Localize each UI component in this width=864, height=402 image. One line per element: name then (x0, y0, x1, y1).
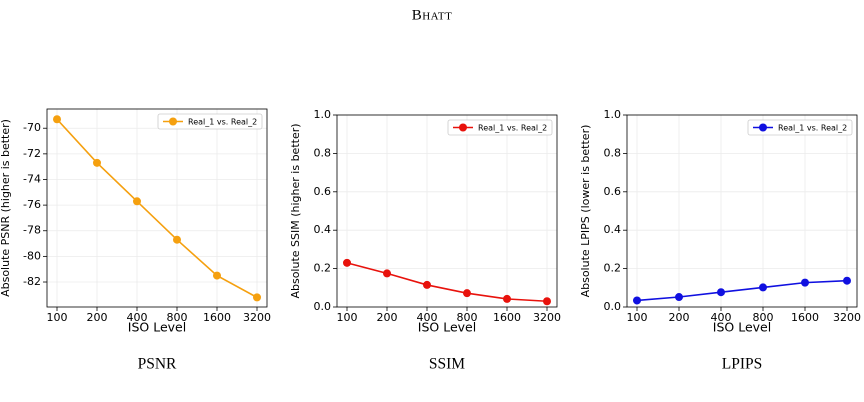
subfigure-caption: PSNR (138, 356, 177, 373)
data-point (717, 288, 725, 297)
x-tick-label: 1600 (203, 311, 231, 324)
x-tick-label: 100 (627, 311, 648, 324)
data-point (503, 294, 511, 303)
legend-marker (169, 117, 177, 126)
x-axis-label: ISO Level (128, 320, 186, 335)
data-point (173, 235, 181, 244)
data-point (463, 289, 471, 298)
plot-frame (626, 114, 858, 308)
y-tick-label: 0.4 (314, 223, 332, 236)
y-tick-label: -74 (23, 172, 41, 185)
y-tick-label: -80 (23, 249, 41, 262)
data-point (93, 158, 101, 167)
x-tick-label: 400 (417, 311, 438, 324)
plot-frame (46, 108, 268, 308)
legend-marker (759, 123, 767, 132)
data-point (801, 278, 809, 287)
y-tick-label: -82 (23, 275, 41, 288)
y-tick-label: -78 (23, 224, 41, 237)
data-line (636, 279, 848, 302)
x-tick-label: 3200 (243, 311, 271, 324)
plot-frame (336, 114, 558, 308)
data-point (423, 280, 431, 289)
y-tick-label: -70 (23, 121, 41, 134)
data-line (56, 118, 258, 299)
x-tick-label: 200 (669, 311, 690, 324)
data-point (759, 283, 767, 292)
x-tick-label: 100 (337, 311, 358, 324)
legend-box (447, 119, 553, 136)
y-tick-label: 0.6 (604, 185, 622, 198)
data-point (383, 269, 391, 278)
x-tick-label: 3200 (833, 311, 861, 324)
subfigure-caption: SSIM (429, 356, 465, 373)
x-tick-label: 400 (711, 311, 732, 324)
data-point (543, 297, 551, 306)
data-point (843, 276, 851, 285)
x-tick-label: 800 (457, 311, 478, 324)
data-point (213, 271, 221, 280)
running-header: Bhatt (412, 7, 453, 23)
data-line (346, 262, 548, 303)
data-point (343, 258, 351, 267)
x-tick-label: 200 (377, 311, 398, 324)
y-axis-label: Absolute PSNR (higher is better) (0, 119, 12, 297)
y-tick-label: 0.0 (314, 300, 332, 313)
y-tick-label: 0.2 (604, 262, 622, 275)
legend-label: Real_1 vs. Real_2 (478, 124, 547, 133)
y-tick-label: 0.0 (604, 300, 622, 313)
legend-label: Real_1 vs. Real_2 (188, 118, 257, 127)
y-tick-label: 0.6 (314, 185, 332, 198)
subfigure-caption: LPIPS (722, 356, 763, 373)
data-point (253, 293, 261, 302)
data-point (675, 293, 683, 302)
y-tick-label: 0.2 (314, 262, 332, 275)
x-tick-label: 800 (167, 311, 188, 324)
y-axis-label: Absolute LPIPS (lower is better) (579, 125, 592, 298)
data-point (53, 115, 61, 124)
y-tick-label: 0.8 (604, 146, 622, 159)
x-tick-label: 100 (47, 311, 68, 324)
legend-box (747, 119, 853, 136)
x-tick-label: 200 (87, 311, 108, 324)
x-tick-label: 400 (127, 311, 148, 324)
y-tick-label: -72 (23, 147, 41, 160)
x-tick-label: 1600 (791, 311, 819, 324)
y-tick-label: 0.4 (604, 223, 622, 236)
y-axis-label: Absolute SSIM (higher is better) (289, 123, 302, 298)
legend-box (157, 113, 263, 130)
x-axis-label: ISO Level (713, 320, 771, 335)
x-tick-label: 3200 (533, 311, 561, 324)
y-tick-label: 1.0 (604, 108, 622, 121)
data-point (633, 296, 641, 305)
legend-marker (459, 123, 467, 132)
x-axis-label: ISO Level (418, 320, 476, 335)
x-tick-label: 1600 (493, 311, 521, 324)
y-tick-label: 1.0 (314, 108, 332, 121)
y-tick-label: 0.8 (314, 146, 332, 159)
data-point (133, 197, 141, 206)
x-tick-label: 800 (753, 311, 774, 324)
legend-label: Real_1 vs. Real_2 (778, 124, 847, 133)
y-tick-label: -76 (23, 198, 41, 211)
